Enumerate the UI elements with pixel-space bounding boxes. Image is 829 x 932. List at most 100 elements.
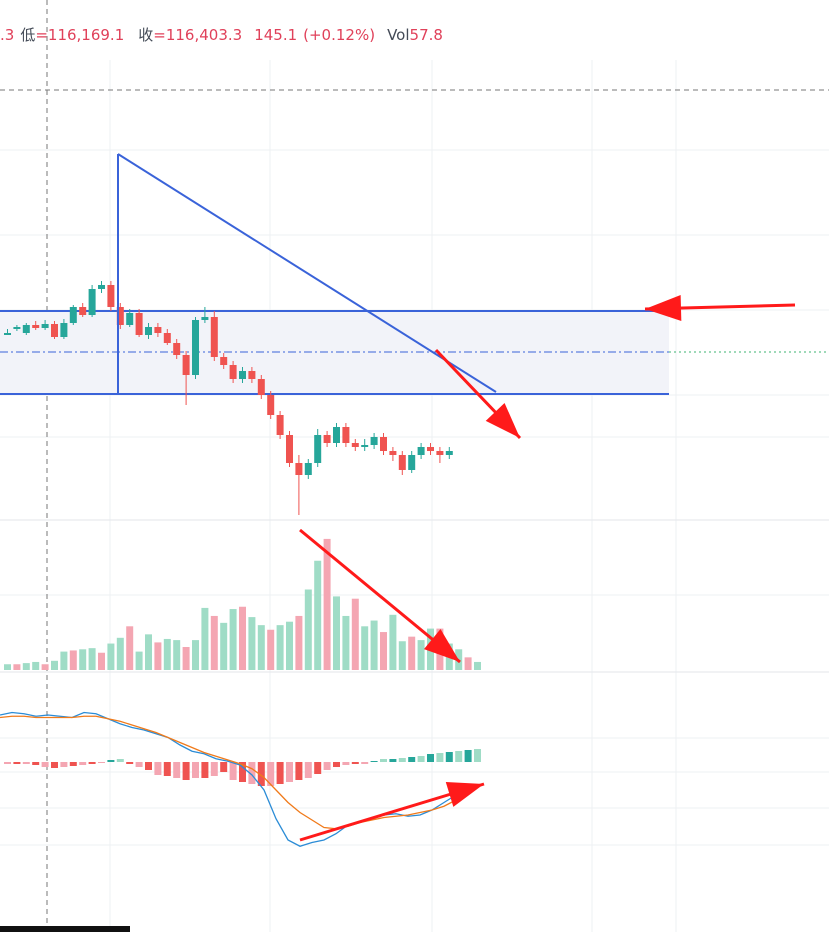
macd-hist-bar — [220, 762, 228, 772]
macd-hist-bar — [455, 751, 463, 762]
price-candle — [295, 463, 303, 475]
price-candle — [239, 371, 246, 379]
price-candle — [60, 323, 68, 337]
volume-bar — [98, 652, 105, 670]
price-candle — [286, 435, 293, 463]
macd-hist-bar — [314, 762, 322, 774]
volume-bar — [4, 664, 11, 670]
bottom-toolbar-edge — [0, 926, 130, 932]
volume-bar — [145, 634, 152, 670]
price-candle — [323, 435, 331, 443]
price-candle — [398, 455, 406, 470]
price-candle — [445, 451, 453, 455]
macd-hist-bar — [295, 762, 303, 780]
macd-hist-bar — [98, 762, 105, 763]
price-candle — [135, 313, 143, 335]
price-candle — [342, 427, 350, 443]
price-candle — [314, 435, 322, 463]
open-fragment: .3 — [0, 26, 15, 44]
volume-bar — [389, 614, 397, 670]
volume-bar — [370, 620, 378, 670]
price-candle — [229, 365, 237, 379]
volume-bar — [116, 637, 124, 670]
macd-hist-bar — [239, 762, 246, 782]
price-candle — [408, 455, 416, 470]
price-candle — [13, 327, 21, 329]
macd-hist-bar — [361, 762, 369, 764]
volume-bar — [408, 636, 416, 670]
macd-hist-bar — [201, 762, 209, 778]
change-percent: (+0.12%) — [303, 26, 376, 44]
price-candle — [333, 427, 340, 443]
macd-hist-bar — [323, 762, 331, 770]
macd-hist-bar — [436, 753, 444, 762]
macd-hist-bar — [398, 758, 406, 762]
volume-bar — [333, 596, 340, 670]
macd-hist-bar — [389, 759, 397, 762]
volume-bar — [257, 625, 265, 670]
volume-bar — [323, 538, 331, 670]
macd-hist-bar — [286, 762, 293, 782]
macd-hist-bar — [69, 762, 77, 766]
price-candle — [220, 357, 228, 365]
volume-bar — [210, 615, 218, 670]
volume-bar — [173, 640, 181, 670]
price-candle — [173, 343, 181, 355]
volume-bar — [163, 638, 171, 670]
macd-hist-bar — [107, 760, 115, 762]
volume-decline-arrow-head — [423, 629, 460, 662]
volume-bar — [464, 657, 472, 670]
change-value: 145.1 — [254, 26, 298, 44]
volume-bar — [276, 625, 284, 670]
price-candle — [88, 289, 96, 315]
price-candle — [41, 324, 49, 328]
price-candle — [267, 395, 275, 415]
macd-hist-bar — [408, 757, 416, 762]
close-value: =116,403.3 — [153, 26, 243, 44]
descending-trendline — [117, 153, 497, 393]
macd-rise-arrow-head — [445, 782, 484, 807]
volume-bar — [32, 661, 40, 670]
close-label: 收 — [138, 26, 154, 44]
price-candle — [22, 325, 30, 333]
macd-hist-bar — [51, 762, 58, 768]
volume-bar — [417, 640, 425, 670]
volume-bar — [22, 663, 30, 670]
macd-hist-bar — [276, 762, 284, 784]
macd-hist-bar — [474, 749, 481, 762]
price-candle — [163, 333, 171, 343]
price-candle — [192, 320, 199, 375]
volume-bar — [154, 642, 162, 670]
volume-bar — [88, 648, 96, 670]
macd-hist-bar — [22, 762, 30, 764]
macd-hist-bar — [342, 762, 350, 765]
resistance-arrow-head — [645, 295, 682, 322]
macd-hist-bar — [351, 762, 359, 764]
price-candle — [32, 325, 40, 328]
price-candle — [210, 317, 218, 357]
volume-bar — [60, 651, 68, 670]
volume-bar — [107, 643, 115, 670]
volume-bar — [13, 664, 21, 670]
macd-hist-bar — [304, 762, 312, 778]
macd-hist-bar — [154, 762, 162, 775]
low-label: 低 — [20, 26, 36, 44]
price-candle — [417, 447, 425, 455]
macd-line — [0, 711, 457, 847]
price-candle — [107, 285, 115, 307]
signal-line — [0, 715, 457, 830]
volume-bar — [474, 661, 481, 670]
volume-bar — [229, 609, 237, 670]
volume-bar — [304, 589, 312, 670]
macd-hist-bar — [41, 762, 49, 767]
volume-bar — [380, 632, 387, 670]
volume-bar — [361, 626, 369, 670]
price-candle — [276, 415, 284, 435]
volume-bar — [351, 598, 359, 670]
price-candle — [201, 317, 209, 320]
macd-hist-bar — [88, 762, 96, 764]
price-candle — [248, 371, 256, 379]
macd-hist-bar — [445, 752, 453, 762]
